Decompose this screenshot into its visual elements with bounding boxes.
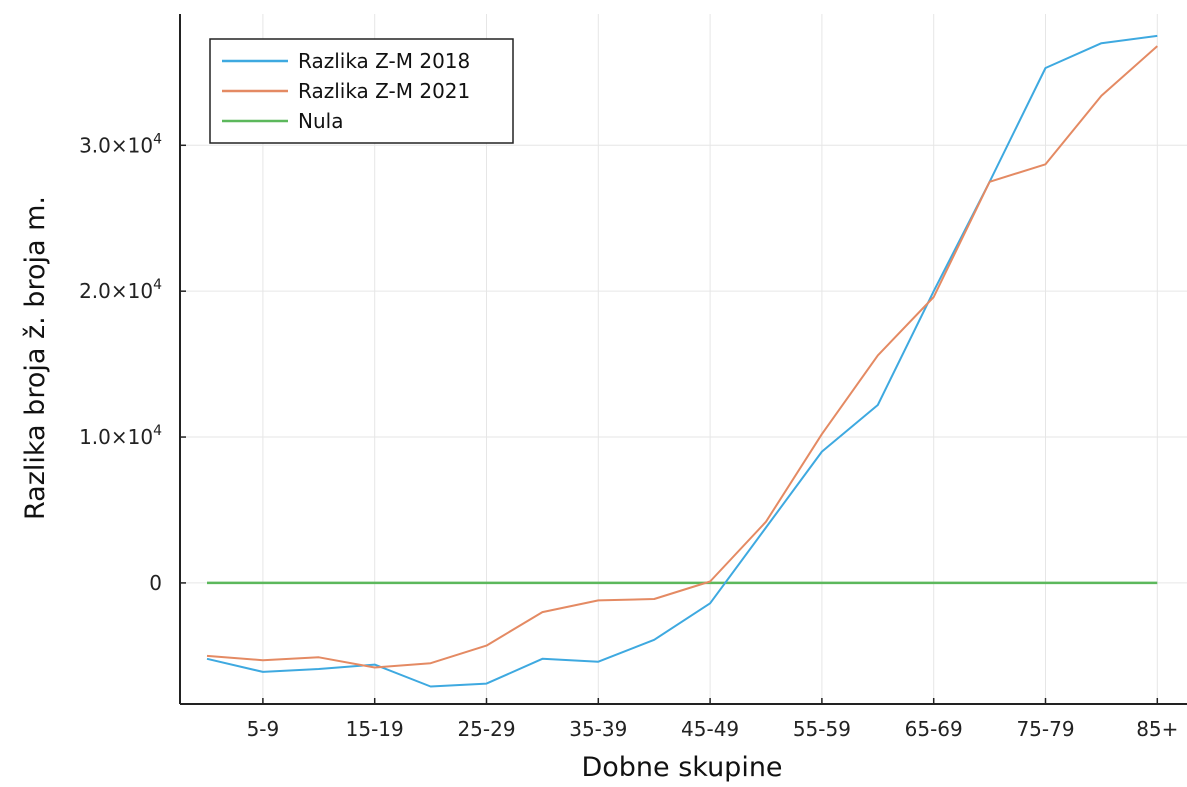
series-line-razlika-z-m-2021 bbox=[206, 45, 1158, 669]
x-tick-label: 15-19 bbox=[346, 717, 404, 741]
x-tick-label: 85+ bbox=[1136, 717, 1178, 741]
y-tick-label: 0 bbox=[149, 571, 162, 595]
y-ticks: 0 1.0×104 2.0×104 3.0×104 bbox=[79, 131, 186, 595]
x-tick-label: 45-49 bbox=[681, 717, 739, 741]
x-tick-label: 25-29 bbox=[457, 717, 515, 741]
axes bbox=[179, 14, 1187, 705]
legend-label: Razlika Z-M 2018 bbox=[298, 49, 470, 73]
x-ticks: 5-9 15-19 25-29 35-39 45-49 55-59 65-69 75-79 85… bbox=[247, 698, 1178, 741]
legend-label: Razlika Z-M 2021 bbox=[298, 79, 470, 103]
y-tick-exponent: 4 bbox=[153, 131, 162, 147]
y-tick-exponent: 4 bbox=[153, 423, 162, 439]
y-tick-exponent: 4 bbox=[153, 277, 162, 293]
x-axis-title: Dobne skupine bbox=[581, 752, 782, 783]
y-tick-label: 3.0×104 bbox=[79, 131, 162, 157]
legend-label: Nula bbox=[298, 109, 343, 133]
legend: Razlika Z-M 2018 Razlika Z-M 2021 Nula bbox=[209, 38, 514, 144]
y-tick-label: 2.0×104 bbox=[79, 277, 162, 303]
x-tick-label: 65-69 bbox=[905, 717, 963, 741]
series-layer bbox=[206, 34, 1158, 688]
x-tick-label: 55-59 bbox=[793, 717, 851, 741]
y-axis-title: Razlika broja ž. broja m. bbox=[20, 196, 51, 520]
y-tick-label: 1.0×104 bbox=[79, 423, 162, 449]
x-tick-label: 35-39 bbox=[569, 717, 627, 741]
x-tick-label: 5-9 bbox=[247, 717, 280, 741]
x-tick-label: 75-79 bbox=[1016, 717, 1074, 741]
